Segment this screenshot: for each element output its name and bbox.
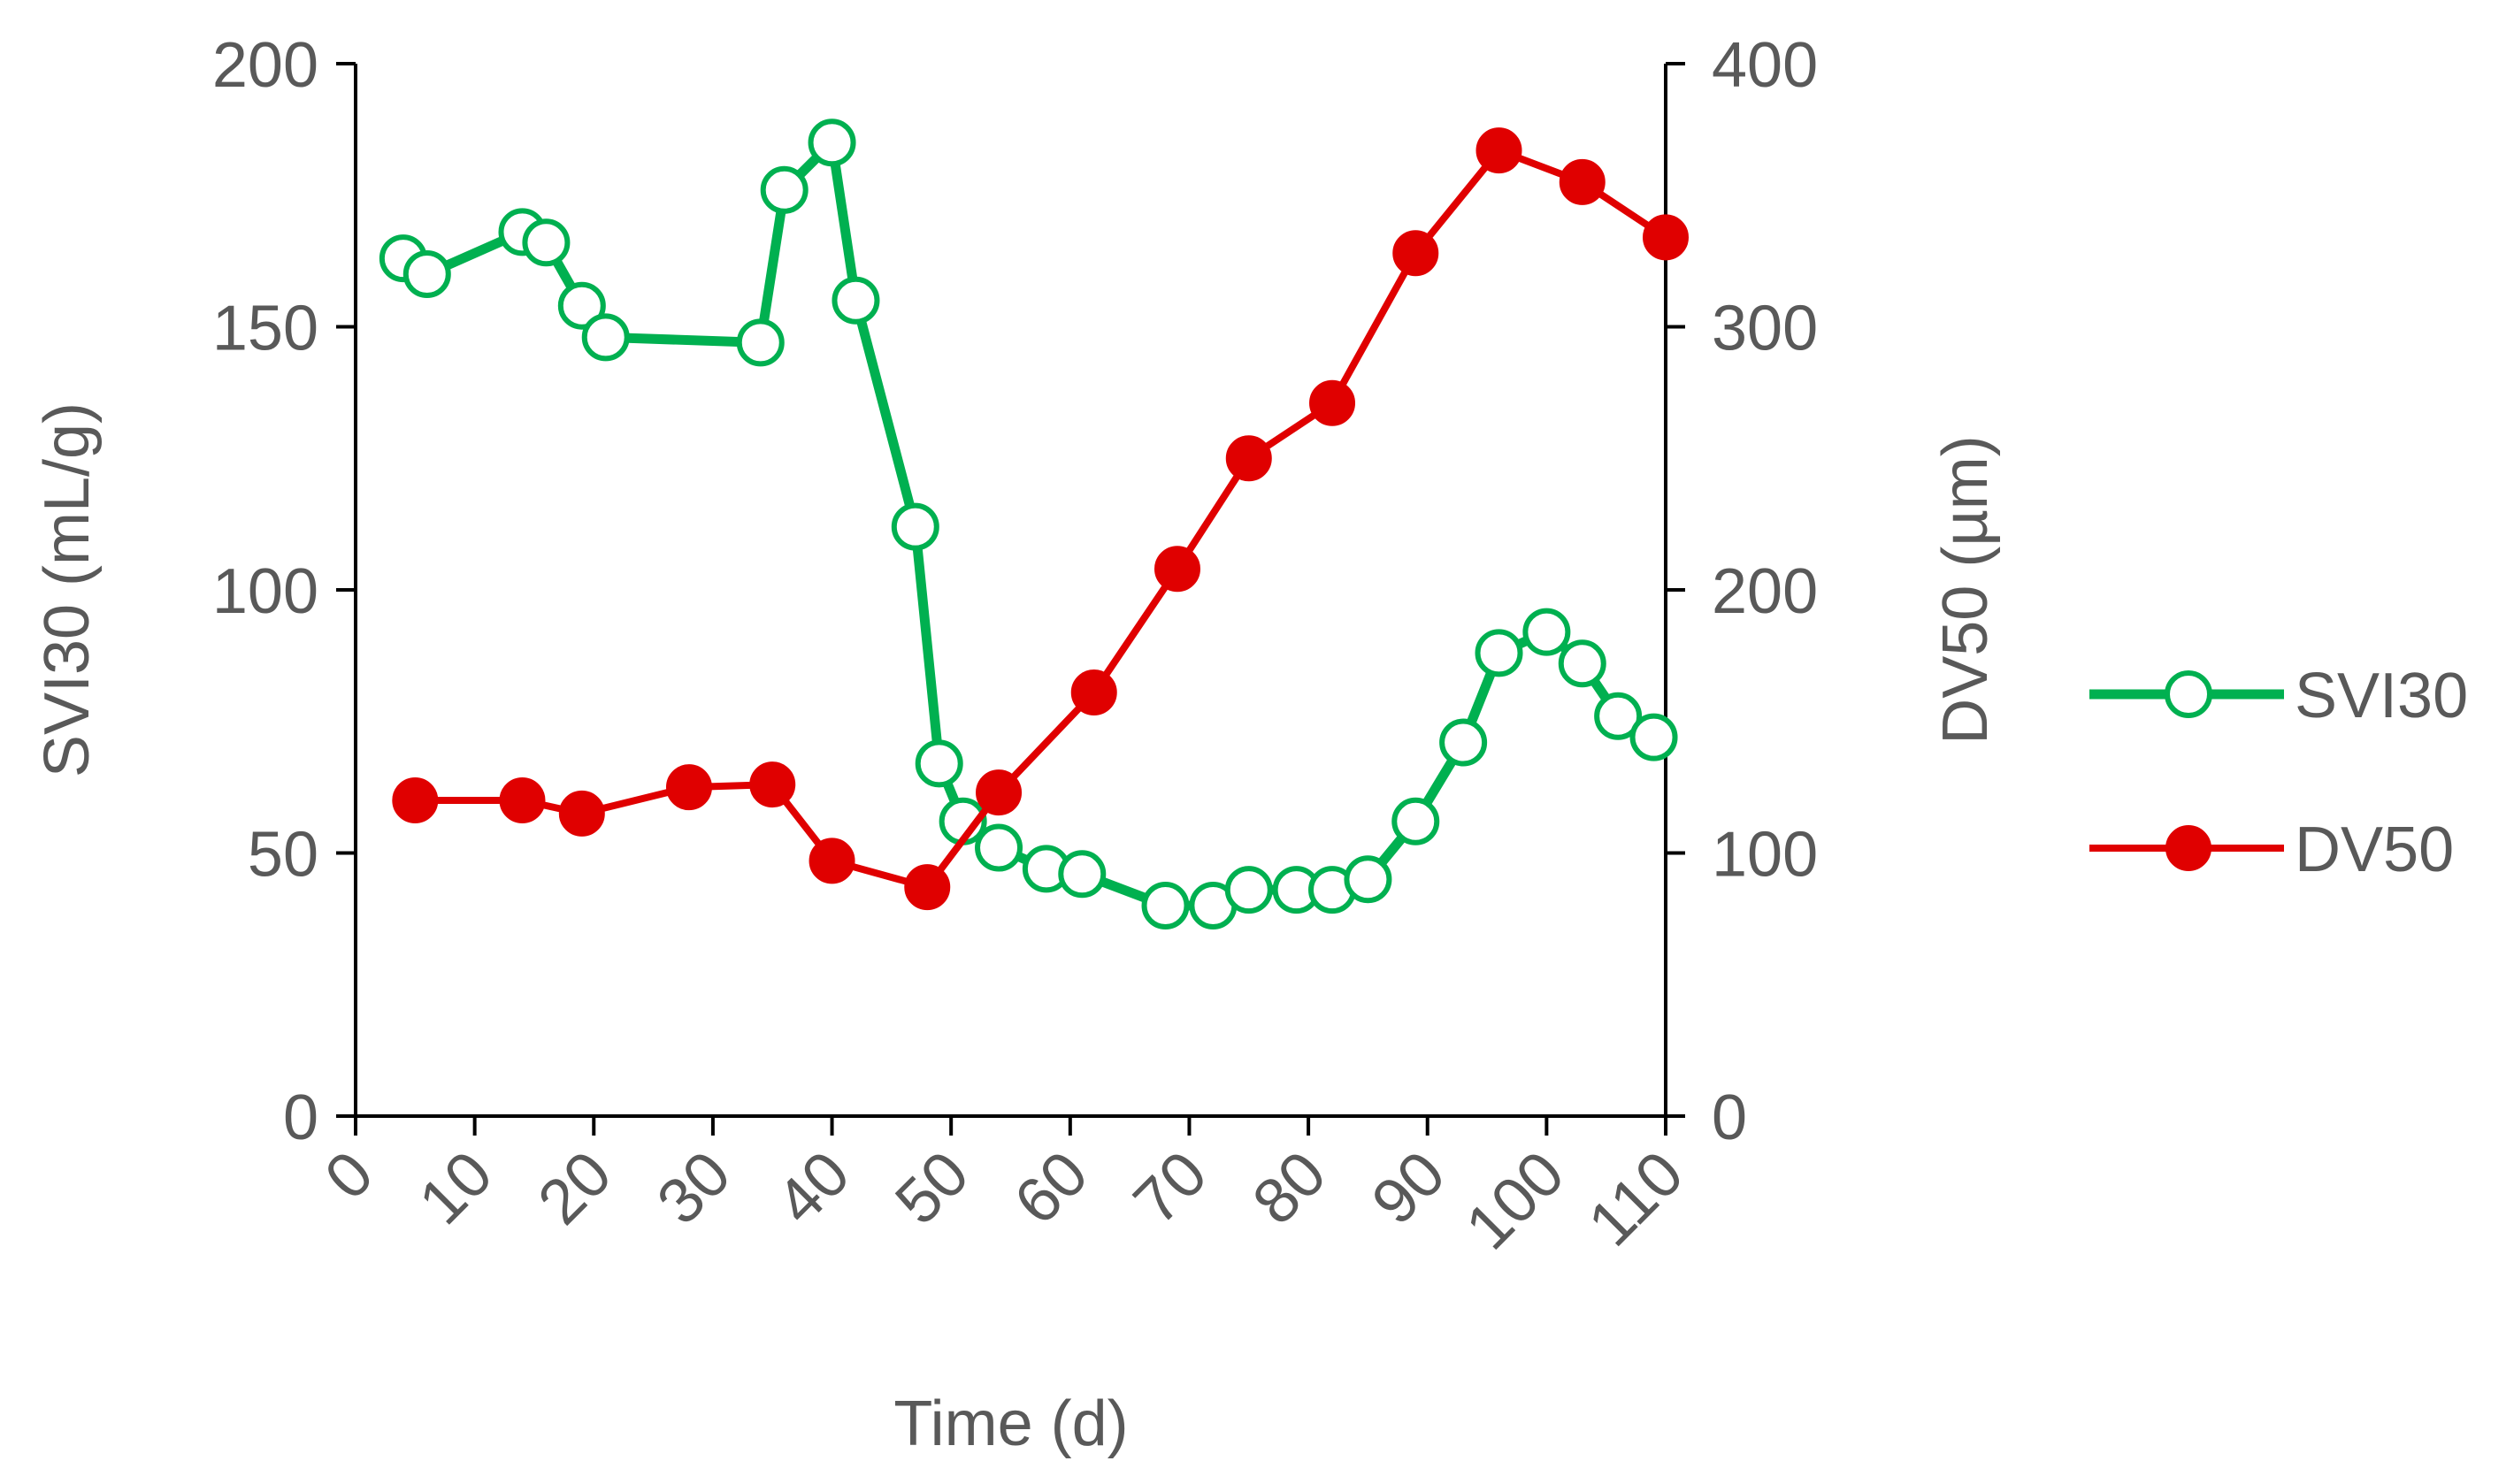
series-dv50-point [1309, 379, 1356, 426]
series-dv50-point [1392, 230, 1439, 277]
x-tick-label: 0 [311, 1138, 387, 1213]
legend-item-dv50: DV50 [2089, 815, 2454, 885]
series-svi30-point [1594, 692, 1643, 740]
series-layer [379, 119, 1689, 929]
x-tick-label: 30 [644, 1138, 744, 1238]
legend-dv50-label: DV50 [2295, 815, 2454, 885]
right-y-axis-ticks: 0 100 200 300 400 [1666, 30, 1818, 1153]
x-tick-label: 10 [406, 1138, 506, 1238]
x-tick-label: 100 [1452, 1138, 1578, 1264]
series-svi30-point [808, 119, 856, 167]
series-svi30-line [398, 137, 1659, 911]
series-svi30-point [557, 281, 606, 330]
left-y-tick-label: 100 [212, 556, 318, 627]
series-svi30-point [1141, 882, 1190, 929]
series-dv50-point [558, 790, 605, 837]
left-y-axis-ticks: 0 50 100 150 200 [212, 30, 356, 1153]
series-dv50-point [392, 777, 439, 823]
x-tick-label: 70 [1121, 1138, 1221, 1238]
x-tick-label: 60 [1001, 1138, 1101, 1238]
series-dv50-line [411, 147, 1669, 891]
legend-dv50-marker [2165, 825, 2211, 871]
series-svi30-point [581, 313, 630, 362]
legend-svi30-marker [2165, 670, 2212, 718]
legend-item-svi30: SVI30 [2089, 661, 2468, 731]
series-dv50-point [499, 777, 546, 823]
series-svi30-point [522, 218, 571, 267]
series-svi30-point [915, 739, 963, 788]
right-y-tick-label: 400 [1712, 30, 1818, 101]
series-svi30-point [760, 165, 809, 214]
x-tick-label: 80 [1239, 1138, 1339, 1238]
series-svi30 [379, 119, 1678, 929]
series-svi30-point [1629, 713, 1678, 761]
x-axis-title: Time (d) [893, 1388, 1128, 1459]
right-y-tick-label: 200 [1712, 556, 1818, 627]
x-tick-label: 40 [763, 1138, 863, 1238]
series-dv50-point [1559, 158, 1606, 205]
series-svi30-point [1558, 639, 1606, 688]
series-dv50-point [1225, 435, 1272, 482]
series-svi30-point [1224, 866, 1273, 914]
right-y-tick-label: 100 [1712, 820, 1818, 891]
series-dv50-point [665, 764, 712, 811]
x-tick-label: 50 [882, 1138, 982, 1238]
series-dv50-point [904, 864, 951, 911]
series-svi30-point [1058, 850, 1107, 899]
series-dv50-point [809, 838, 855, 884]
left-y-tick-label: 150 [212, 294, 318, 364]
series-svi30-point [1439, 718, 1488, 767]
series-dv50-point [1070, 669, 1117, 716]
series-svi30-point [1475, 629, 1523, 677]
series-dv50-point [1643, 214, 1689, 261]
series-svi30-point [1391, 797, 1440, 845]
legend: SVI30 DV50 [2089, 661, 2468, 885]
series-svi30-point [1522, 608, 1571, 656]
right-y-tick-label: 300 [1712, 294, 1818, 364]
series-svi30-point [736, 318, 785, 367]
series-svi30-point [975, 823, 1023, 872]
x-tick-label: 110 [1575, 1138, 1698, 1260]
series-dv50-point [1154, 546, 1200, 593]
x-tick-label: 90 [1359, 1138, 1459, 1238]
series-svi30-point [891, 502, 939, 551]
series-svi30-point [832, 276, 880, 325]
left-y-axis-title: SVI30 (mL/g) [32, 402, 103, 777]
x-tick-label: 20 [525, 1138, 625, 1238]
left-y-tick-label: 200 [212, 30, 318, 101]
series-dv50-point [1475, 127, 1522, 174]
series-dv50 [392, 127, 1689, 911]
series-svi30-point [1344, 855, 1392, 904]
legend-svi30-label: SVI30 [2295, 661, 2468, 731]
left-y-tick-label: 0 [283, 1082, 318, 1153]
left-y-tick-label: 50 [248, 820, 318, 891]
right-y-axis-title: DV50 (µm) [1930, 435, 2001, 745]
series-dv50-point [749, 761, 796, 808]
right-y-tick-label: 0 [1712, 1082, 1747, 1153]
series-svi30-point [402, 250, 451, 298]
series-dv50-point [976, 769, 1023, 816]
